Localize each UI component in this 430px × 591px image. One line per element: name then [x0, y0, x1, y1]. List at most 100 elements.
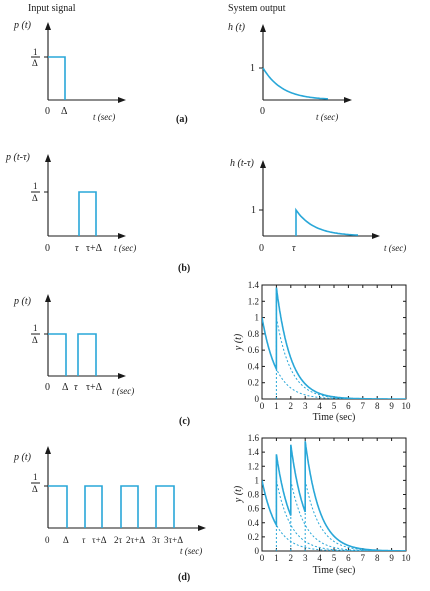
panel-b-output-taxis: t (sec): [384, 243, 406, 253]
panel-c-xtick-label: 2: [289, 401, 294, 411]
panel-d-ytick-label: 1.2: [248, 461, 259, 471]
panel-a-taxis: t (sec): [93, 112, 115, 122]
panel-d-tick-3tau-plus-delta: 3τ+Δ: [164, 535, 183, 545]
panel-b-output-ylabel: h (t-τ): [230, 158, 255, 169]
panel-d-tick-tau: τ: [82, 535, 86, 545]
panel-b-one-over-delta-den: Δ: [32, 193, 38, 203]
panel-d-input-pulse-2: [84, 485, 103, 528]
panel-b-tau: τ: [75, 243, 79, 254]
panel-a-input-ylabel: p (t): [13, 20, 32, 31]
panel-b-input-pulse: [78, 191, 97, 236]
panel-c-tick-0: 0: [45, 382, 50, 393]
panel-c: p (t) 1 Δ 0 Δ τ τ+Δ t (sec) 0 0.2 0.4 0.6 0.…: [13, 280, 411, 427]
panel-b-output-zero: 0: [259, 243, 264, 254]
panel-a-output-ylabel: h (t): [228, 22, 246, 33]
panel-c-one-over-delta-num: 1: [33, 323, 38, 333]
panel-b: p (t-τ) 1 Δ 0 τ τ+Δ t (sec) h (t-τ) 1 0 …: [5, 152, 406, 274]
panel-d-input-pulse-1: [48, 485, 68, 528]
panel-b-taxis: t (sec): [114, 243, 136, 253]
panel-a-caption: (a): [176, 114, 188, 125]
panel-c-xtick-label: 9: [389, 401, 394, 411]
panel-b-one-over-delta-num: 1: [33, 181, 38, 191]
panel-b-caption: (b): [178, 263, 190, 274]
panel-b-input-y-arrow: [45, 154, 51, 162]
panel-c-caption: (c): [179, 416, 190, 427]
panel-c-xtick-label: 0: [260, 401, 265, 411]
panel-d-component-response: [290, 480, 406, 551]
panel-c-component-response: [275, 317, 406, 399]
panel-c-input-y-arrow: [45, 294, 51, 302]
panel-a-delta: Δ: [61, 106, 68, 117]
panel-d-ytick-label: 0.4: [248, 518, 260, 528]
panel-c-xtick-label: 10: [402, 401, 412, 411]
panel-c-xtick-label: 1: [274, 401, 279, 411]
panel-c-xtick-label: 8: [375, 401, 380, 411]
panel-d-one-over-delta-den: Δ: [32, 484, 38, 494]
panel-a-output-x-arrow: [344, 97, 352, 103]
panel-c-xtick-label: 6: [346, 401, 351, 411]
header-input-signal: Input signal: [28, 3, 76, 14]
panel-c-one-over-delta-den: Δ: [32, 335, 38, 345]
panel-d-tick-3tau: 3τ: [152, 535, 161, 545]
panel-c-ytick-label: 0.6: [248, 345, 260, 355]
panel-c-chart-xlabel: Time (sec): [313, 412, 356, 423]
panel-d-ytick-label: 0.8: [248, 490, 260, 500]
panel-d-tick-2tau-plus-delta: 2τ+Δ: [126, 535, 145, 545]
panel-c-input-x-arrow: [118, 373, 126, 379]
panel-a-zero: 0: [45, 106, 50, 117]
panel-c-xtick-label: 4: [317, 401, 322, 411]
panel-a-one-over-delta-num: 1: [33, 47, 38, 57]
panel-b-output-tau: τ: [292, 243, 296, 254]
panel-c-input-ylabel: p (t): [13, 296, 32, 307]
panel-d-caption: (d): [178, 572, 190, 583]
panel-d-ytick-label: 1: [255, 475, 260, 485]
panel-c-total-response: [262, 287, 406, 399]
panel-d-xtick-label: 8: [375, 553, 380, 563]
panel-c-xtick-label: 7: [361, 401, 366, 411]
panel-b-zero: 0: [45, 243, 50, 254]
panel-c-input-pulse-2: [77, 333, 97, 376]
panel-d-chart-ylabel: y (t): [233, 485, 244, 503]
panel-a: p (t) 1 Δ 0 Δ t (sec) h (t) 1 0 t (sec) …: [13, 20, 352, 125]
panel-d-component-response: [304, 480, 406, 551]
panel-d-tick-tau-plus-delta: τ+Δ: [92, 535, 107, 545]
panel-c-ytick-label: 1.2: [248, 296, 259, 306]
panel-d-xtick-label: 3: [303, 553, 308, 563]
panel-a-output-one: 1: [250, 63, 255, 74]
panel-c-xtick-label: 5: [332, 401, 337, 411]
panel-d-tick-0: 0: [45, 535, 50, 545]
panel-b-input-x-arrow: [118, 233, 126, 239]
panel-b-input-ylabel: p (t-τ): [5, 152, 31, 163]
panel-b-output-x-arrow: [372, 233, 380, 239]
panel-a-input-pulse: [48, 56, 66, 100]
panel-d-ytick-label: 0.2: [248, 532, 259, 542]
panel-a-input-y-arrow: [45, 22, 51, 30]
panel-b-tau-plus-delta: τ+Δ: [86, 243, 103, 254]
panel-a-impulse-response: [262, 67, 329, 100]
panel-b-output-one: 1: [251, 205, 256, 216]
panel-d-xtick-label: 10: [402, 553, 412, 563]
panel-c-taxis: t (sec): [112, 386, 134, 396]
panel-d-ytick-label: 1.6: [248, 433, 260, 443]
panel-d-taxis: t (sec): [180, 546, 202, 556]
panel-c-plot-frame: [261, 284, 407, 400]
panel-d-component-response: [262, 480, 406, 551]
panel-d-ytick-label: 1.4: [248, 447, 260, 457]
panel-d-input-pulse-4: [155, 485, 175, 528]
panel-d-input-x-arrow: [198, 525, 206, 531]
panel-c-tick-tau: τ: [74, 382, 78, 393]
panel-c-output-chart: 00.20.40.60.811.21.4 0 1 2 3 4 5 6 7 8 9 10 y (t) …: [233, 280, 411, 423]
panel-c-tick-tau-plus-delta: τ+Δ: [86, 382, 103, 393]
header-system-output: System output: [228, 3, 286, 14]
panel-b-impulse-response: [295, 207, 358, 236]
panel-d-xtick-label: 2: [289, 553, 294, 563]
panel-d-one-over-delta-num: 1: [33, 472, 38, 482]
panel-c-ytick-label: 0.4: [248, 361, 260, 371]
panel-d-xtick-label: 9: [389, 553, 394, 563]
panel-d-chart-xlabel: Time (sec): [313, 565, 356, 576]
panel-d-xtick-label: 1: [274, 553, 279, 563]
panel-c-ytick-label: 0.2: [248, 378, 259, 388]
panel-a-output-zero: 0: [260, 106, 265, 117]
panel-d-xtick-label: 7: [361, 553, 366, 563]
